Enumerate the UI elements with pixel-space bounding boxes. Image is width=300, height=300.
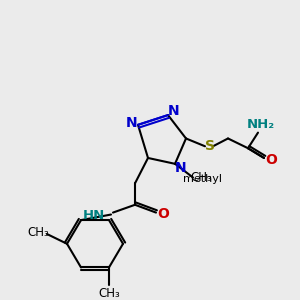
Text: methyl: methyl — [184, 174, 223, 184]
Text: N: N — [168, 104, 180, 118]
Text: HN: HN — [83, 209, 105, 222]
Text: O: O — [157, 207, 169, 220]
Text: NH₂: NH₂ — [247, 118, 275, 131]
Text: N: N — [175, 161, 187, 175]
Text: S: S — [205, 139, 215, 153]
Text: CH₃: CH₃ — [27, 226, 49, 238]
Text: N: N — [126, 116, 138, 130]
Text: CH₃: CH₃ — [190, 171, 212, 184]
Text: O: O — [265, 153, 277, 167]
Text: CH₃: CH₃ — [98, 287, 120, 300]
